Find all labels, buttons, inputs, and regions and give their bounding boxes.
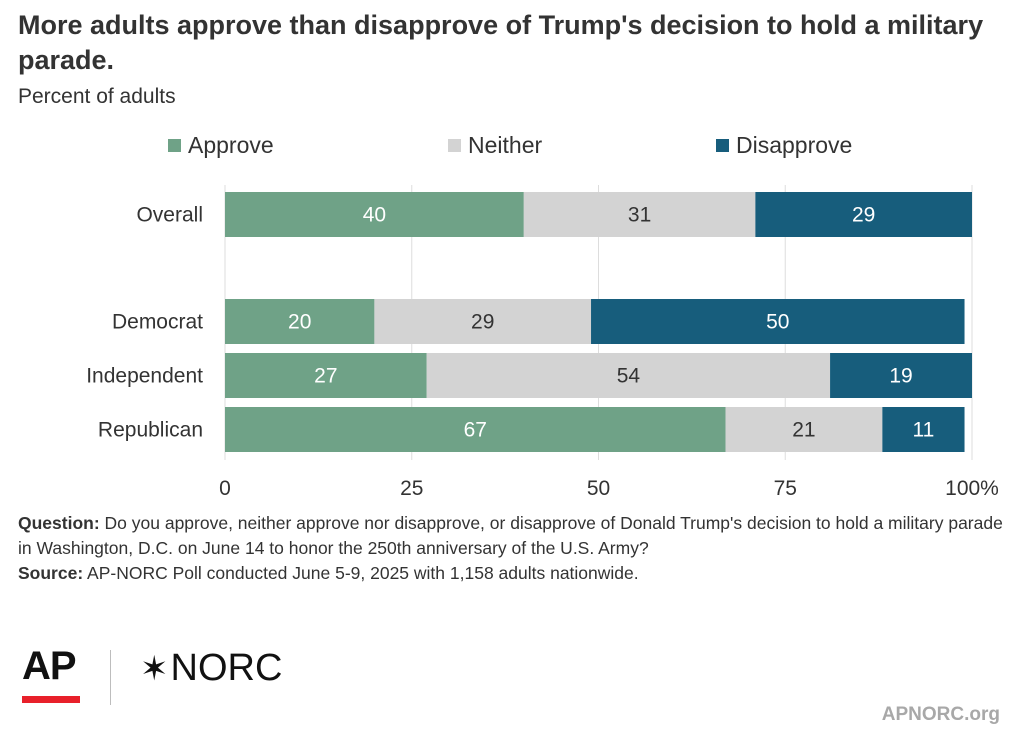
source-note: Source: AP-NORC Poll conducted June 5-9,… — [18, 561, 1008, 586]
legend-label-approve: Approve — [188, 132, 274, 158]
stacked-bar-chart: Approve Neither Disapprove 40 31 29 20 29 50 27 5… — [86, 132, 999, 500]
data-label-independent-disapprove: 19 — [889, 365, 912, 388]
legend-swatch-disapprove — [716, 139, 729, 152]
category-label-independent: Independent — [86, 365, 203, 388]
legend-swatch-neither — [448, 139, 461, 152]
category-labels: Overall Democrat Independent Republican — [86, 204, 203, 442]
question-note: Question: Do you approve, neither approv… — [18, 511, 1008, 561]
norc-star-icon: ✶ — [140, 650, 169, 688]
x-tick-label-1: 25 — [400, 477, 423, 500]
x-tick-label-2: 50 — [587, 477, 610, 500]
bar-independent-neither — [426, 353, 831, 398]
category-label-democrat: Democrat — [112, 311, 203, 334]
legend-label-neither: Neither — [468, 132, 542, 158]
chart-legend: Approve Neither Disapprove — [168, 132, 852, 158]
legend-label-disapprove: Disapprove — [736, 132, 852, 158]
data-label-republican-approve: 67 — [464, 419, 487, 442]
bar-independent-approve — [225, 353, 427, 398]
bar-republican-approve — [225, 407, 726, 452]
data-label-overall-approve: 40 — [363, 204, 386, 227]
bar-democrat-approve — [225, 299, 375, 344]
category-label-republican: Republican — [98, 419, 203, 442]
bar-democrat-neither — [374, 299, 592, 344]
data-label-republican-disapprove: 11 — [913, 419, 935, 442]
x-tick-label-4: 100% — [945, 477, 999, 500]
data-label-democrat-approve: 20 — [288, 311, 311, 334]
norc-logo-text: NORC — [170, 647, 283, 689]
category-label-overall: Overall — [136, 204, 203, 227]
x-tick-label-3: 75 — [774, 477, 797, 500]
chart-bars: 40 31 29 20 29 50 27 54 19 67 21 11 — [225, 192, 972, 452]
legend-swatch-approve — [168, 139, 181, 152]
bar-overall-neither — [523, 192, 756, 237]
data-label-republican-neither: 21 — [792, 419, 815, 442]
x-tick-label-0: 0 — [219, 477, 231, 500]
ap-logo: AP — [22, 644, 77, 688]
data-label-independent-approve: 27 — [314, 365, 337, 388]
data-label-overall-neither: 31 — [628, 204, 651, 227]
bar-overall-approve — [225, 192, 524, 237]
source-label: Source: — [18, 563, 84, 583]
question-label: Question: — [18, 513, 100, 533]
logo-divider — [110, 650, 111, 705]
question-text: Do you approve, neither approve nor disa… — [18, 513, 1003, 558]
bar-overall-disapprove — [755, 192, 972, 237]
norc-logo: ✶NORC — [140, 648, 282, 689]
chart-notes: Question: Do you approve, neither approv… — [18, 511, 1008, 586]
x-axis-ticks: 0 25 50 75 100% — [219, 477, 999, 500]
bar-republican-neither — [725, 407, 883, 452]
chart-subtitle: Percent of adults — [18, 85, 176, 108]
chart-title: More adults approve than disapprove of T… — [18, 10, 984, 75]
data-label-overall-disapprove: 29 — [852, 204, 875, 227]
bar-independent-disapprove — [830, 353, 972, 398]
data-label-democrat-disapprove: 50 — [766, 311, 789, 334]
bar-democrat-disapprove — [591, 299, 965, 344]
source-text: AP-NORC Poll conducted June 5-9, 2025 wi… — [83, 563, 639, 583]
ap-logo-bar — [22, 696, 80, 703]
data-label-independent-neither: 54 — [617, 365, 641, 388]
bar-republican-disapprove — [882, 407, 965, 452]
data-label-democrat-neither: 29 — [471, 311, 494, 334]
footer-url: APNORC.org — [881, 704, 1000, 725]
